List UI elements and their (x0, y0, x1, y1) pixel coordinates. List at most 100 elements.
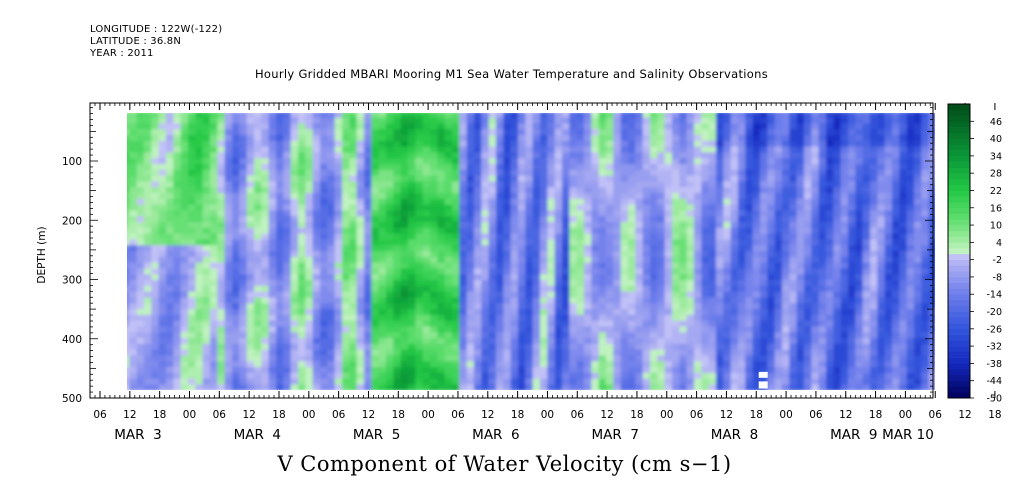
heatmap-cell (613, 256, 622, 264)
heatmap-cell (488, 280, 497, 287)
heatmap-cell (847, 135, 856, 142)
heatmap-cell (525, 378, 534, 386)
heatmap-cell (679, 113, 688, 119)
heatmap-cell (276, 227, 284, 235)
heatmap-cell (605, 135, 614, 142)
heatmap-cell (136, 309, 145, 316)
heatmap-cell (495, 152, 504, 159)
heatmap-cell (400, 239, 409, 246)
heatmap-cell (715, 169, 724, 177)
heatmap-cell (144, 285, 152, 293)
heatmap-cell (759, 245, 768, 252)
heatmap-cell (730, 198, 739, 206)
heatmap-cell (605, 274, 614, 281)
heatmap-cell (298, 343, 306, 351)
heatmap-cell (364, 158, 372, 165)
heatmap-cell (158, 187, 167, 194)
heatmap-cell (517, 280, 526, 287)
heatmap-cell (378, 309, 387, 316)
heatmap-cell (210, 291, 218, 299)
heatmap-cell (327, 314, 336, 322)
heatmap-cell (202, 349, 211, 357)
heatmap-cell (107, 193, 115, 199)
heatmap-cell (693, 309, 702, 316)
heatmap-cell (100, 297, 108, 303)
heatmap-cell (327, 285, 336, 293)
heatmap-cell (796, 204, 805, 212)
heatmap-cell (759, 332, 768, 339)
heatmap-cell (356, 309, 365, 316)
heatmap-cell (605, 291, 614, 299)
heatmap-cell (232, 343, 240, 351)
heatmap-cell (276, 326, 284, 333)
heatmap-cell (173, 285, 182, 293)
heatmap-cell (818, 245, 827, 252)
heatmap-cell (825, 164, 834, 171)
heatmap-cell (745, 384, 754, 390)
heatmap-cell (752, 233, 761, 241)
heatmap-cell (554, 303, 563, 310)
heatmap-cell (569, 129, 578, 136)
heatmap-cell (833, 326, 842, 333)
heatmap-cell (789, 222, 798, 229)
heatmap-cell (613, 268, 622, 275)
heatmap-cell (767, 320, 776, 328)
heatmap-cell (254, 193, 262, 200)
heatmap-cell (708, 204, 717, 212)
heatmap-cell (715, 216, 724, 223)
heatmap-cell (444, 152, 453, 159)
heatmap-cell (268, 332, 277, 339)
heatmap-cell (847, 326, 856, 333)
heatmap-cell (855, 361, 864, 368)
heatmap-cell (276, 285, 284, 293)
heatmap-cell (261, 378, 270, 386)
heatmap-cell (605, 343, 614, 351)
heatmap-cell (745, 216, 754, 223)
heatmap-cell (437, 343, 446, 351)
heatmap-cell (759, 251, 768, 258)
heatmap-cell (525, 343, 534, 351)
heatmap-cell (437, 222, 446, 229)
heatmap-cell (561, 309, 570, 316)
heatmap-cell (840, 198, 849, 206)
heatmap-cell (327, 204, 336, 212)
heatmap-cell (378, 332, 387, 339)
heatmap-cell (224, 239, 233, 246)
heatmap-cell (386, 181, 394, 188)
heatmap-cell (254, 361, 262, 368)
heatmap-cell (803, 262, 812, 270)
heatmap-cell (173, 129, 182, 136)
heatmap-cell (466, 314, 475, 322)
heatmap-cell (708, 256, 717, 264)
heatmap-cell (671, 210, 680, 217)
heatmap-cell (627, 268, 636, 275)
heatmap-cell (136, 198, 145, 206)
heatmap-cell (503, 117, 512, 125)
heatmap-cell (613, 227, 622, 235)
heatmap-cell (151, 338, 160, 345)
heatmap-cell (173, 361, 182, 368)
heatmap-cell (246, 332, 255, 339)
heatmap-cell (539, 384, 548, 390)
heatmap-cell (400, 210, 409, 217)
heatmap-cell (796, 123, 805, 130)
heatmap-cell (591, 204, 600, 212)
heatmap-cell (451, 314, 460, 322)
heatmap-cell (415, 361, 424, 368)
heatmap-cell (517, 268, 526, 275)
heatmap-cell (127, 251, 130, 258)
heatmap-cell (591, 187, 600, 194)
heatmap-cell (554, 210, 563, 217)
heatmap-cell (180, 123, 189, 130)
heatmap-cell (620, 239, 629, 246)
heatmap-cell (107, 135, 115, 141)
heatmap-cell (686, 158, 695, 165)
heatmap-cell (356, 164, 365, 171)
heatmap-cell (334, 245, 343, 252)
heatmap-cell (583, 135, 592, 142)
heatmap-cell (283, 274, 292, 281)
heatmap-cell (400, 285, 409, 293)
heatmap-cell (481, 117, 490, 125)
heatmap-cell (246, 320, 255, 328)
heatmap-cell (371, 169, 380, 177)
